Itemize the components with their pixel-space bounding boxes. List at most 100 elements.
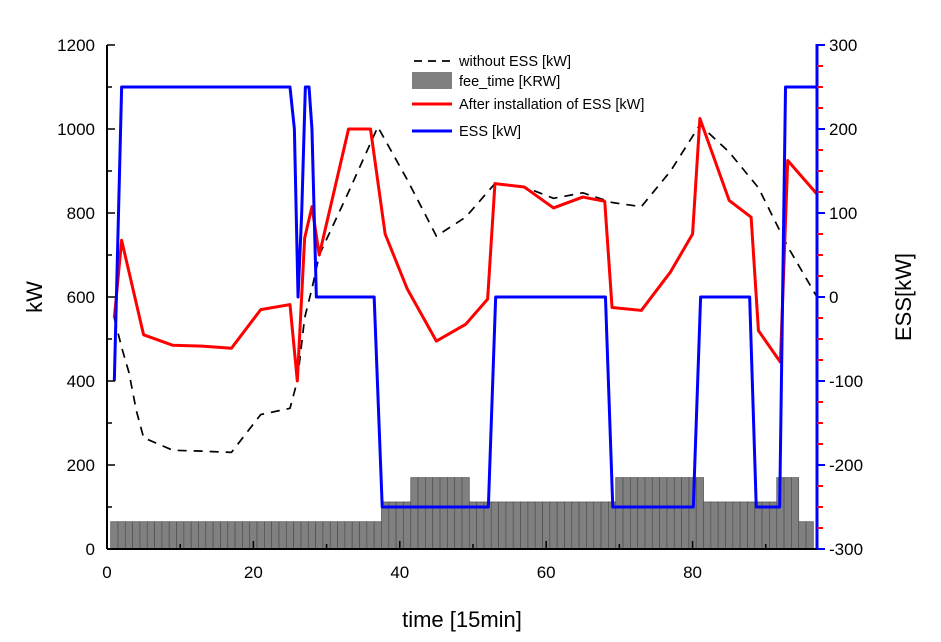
fee-time-bar <box>285 521 294 550</box>
fee-time-bar <box>205 521 214 550</box>
fee-time-bar <box>293 521 302 550</box>
x-axis-title: time [15min] <box>402 607 522 632</box>
axes <box>106 44 825 550</box>
y2-tick-label: 0 <box>829 288 838 307</box>
y-tick-label: 0 <box>86 540 95 559</box>
y2-tick-label: 100 <box>829 204 857 223</box>
fee-time-bar <box>805 521 814 550</box>
fee-time-bar <box>483 501 492 550</box>
fee-time-bar <box>695 477 704 550</box>
fee-time-bar <box>227 521 236 550</box>
fee-time-bar <box>798 521 807 550</box>
fee-time-bar <box>417 477 426 550</box>
legend-label: After installation of ESS [kW] <box>459 97 644 113</box>
fee-time-bar <box>703 501 712 550</box>
fee-time-bar <box>754 501 763 550</box>
fee-time-bar <box>183 521 192 550</box>
fee-time-bar <box>725 501 734 550</box>
without-ess-line <box>113 123 818 454</box>
fee-time-bar <box>220 521 229 550</box>
y2-tick-label: -100 <box>829 372 863 391</box>
fee-time-bar <box>351 521 360 550</box>
fee-time-bar <box>403 501 412 550</box>
fee-time-bar <box>110 521 119 550</box>
x-tick-label: 20 <box>244 563 263 582</box>
fee-time-bar <box>791 477 800 550</box>
fee-time-bar <box>498 501 507 550</box>
fee-time-bar <box>234 521 243 550</box>
fee-time-bar <box>344 521 353 550</box>
y-tick-label: 200 <box>67 456 95 475</box>
fee-time-bar <box>337 521 346 550</box>
y-tick-label: 400 <box>67 372 95 391</box>
y2-tick-label: 300 <box>829 36 857 55</box>
fee-time-bars <box>110 477 814 550</box>
fee-time-bar <box>512 501 521 550</box>
fee-time-bar <box>747 501 756 550</box>
fee-time-bar <box>154 521 163 550</box>
fee-time-bar <box>264 521 273 550</box>
fee-time-bar <box>410 477 419 550</box>
fee-time-bar <box>139 521 148 550</box>
fee-time-bar <box>681 477 690 550</box>
y-tick-label: 800 <box>67 204 95 223</box>
fee-time-bar <box>659 477 668 550</box>
fee-time-bar <box>329 521 338 550</box>
fee-time-bar <box>359 521 368 550</box>
x-tick-label: 80 <box>683 563 702 582</box>
x-tick-label: 0 <box>102 563 111 582</box>
y-tick-label: 600 <box>67 288 95 307</box>
fee-time-bar <box>586 501 595 550</box>
fee-time-bar <box>673 477 682 550</box>
fee-time-bar <box>549 501 558 550</box>
fee-time-bar <box>278 521 287 550</box>
fee-time-bar <box>168 521 177 550</box>
fee-time-bar <box>432 477 441 550</box>
fee-time-bar <box>564 501 573 550</box>
y2-tick-label: -200 <box>829 456 863 475</box>
legend-label: fee_time [KRW] <box>459 74 560 90</box>
fee-time-bar <box>271 521 280 550</box>
fee-time-bar <box>534 501 543 550</box>
fee-time-bar <box>476 501 485 550</box>
fee-time-bar <box>593 501 602 550</box>
fee-time-bar <box>161 521 170 550</box>
y2-tick-label: -300 <box>829 540 863 559</box>
fee-time-bar <box>717 501 726 550</box>
fee-time-bar <box>124 521 133 550</box>
fee-time-bar <box>608 501 617 550</box>
fee-time-bar <box>571 501 580 550</box>
x-tick-label: 60 <box>537 563 556 582</box>
fee-time-bar <box>132 521 141 550</box>
fee-time-bar <box>651 477 660 550</box>
series-lines <box>112 85 819 509</box>
fee-time-bar <box>637 477 646 550</box>
tick-labels: 0 20 40 60 80020040060080010001200-300-200-1… <box>22 36 916 632</box>
fee-time-bar <box>461 477 470 550</box>
x-tick-label: 40 <box>390 563 409 582</box>
y-tick-label: 1000 <box>57 120 95 139</box>
fee-time-bar <box>629 477 639 550</box>
ess-line <box>112 85 817 509</box>
fee-time-bar <box>710 501 719 550</box>
fee-time-bar <box>439 477 448 550</box>
fee-time-bar <box>256 521 265 550</box>
fee-time-bar <box>388 501 397 550</box>
fee-time-bar <box>212 521 221 550</box>
fee-time-bar <box>381 501 390 550</box>
legend: without ESS [kW] fee_time [KRW] After inst… <box>412 54 644 140</box>
fee-time-bar <box>307 521 316 550</box>
fee-time-bar <box>300 521 309 550</box>
fee-time-bar <box>490 501 499 550</box>
fee-time-bar <box>146 521 155 550</box>
after-ess-line <box>112 117 819 383</box>
fee-time-bar <box>373 521 382 550</box>
fee-time-bar <box>425 477 434 550</box>
fee-time-bar <box>454 477 463 550</box>
fee-time-bar <box>447 477 456 550</box>
fee-time-bar <box>190 521 199 550</box>
fee-time-bar <box>600 501 609 550</box>
fee-time-bar <box>666 477 675 550</box>
fee-time-bar <box>644 477 653 550</box>
